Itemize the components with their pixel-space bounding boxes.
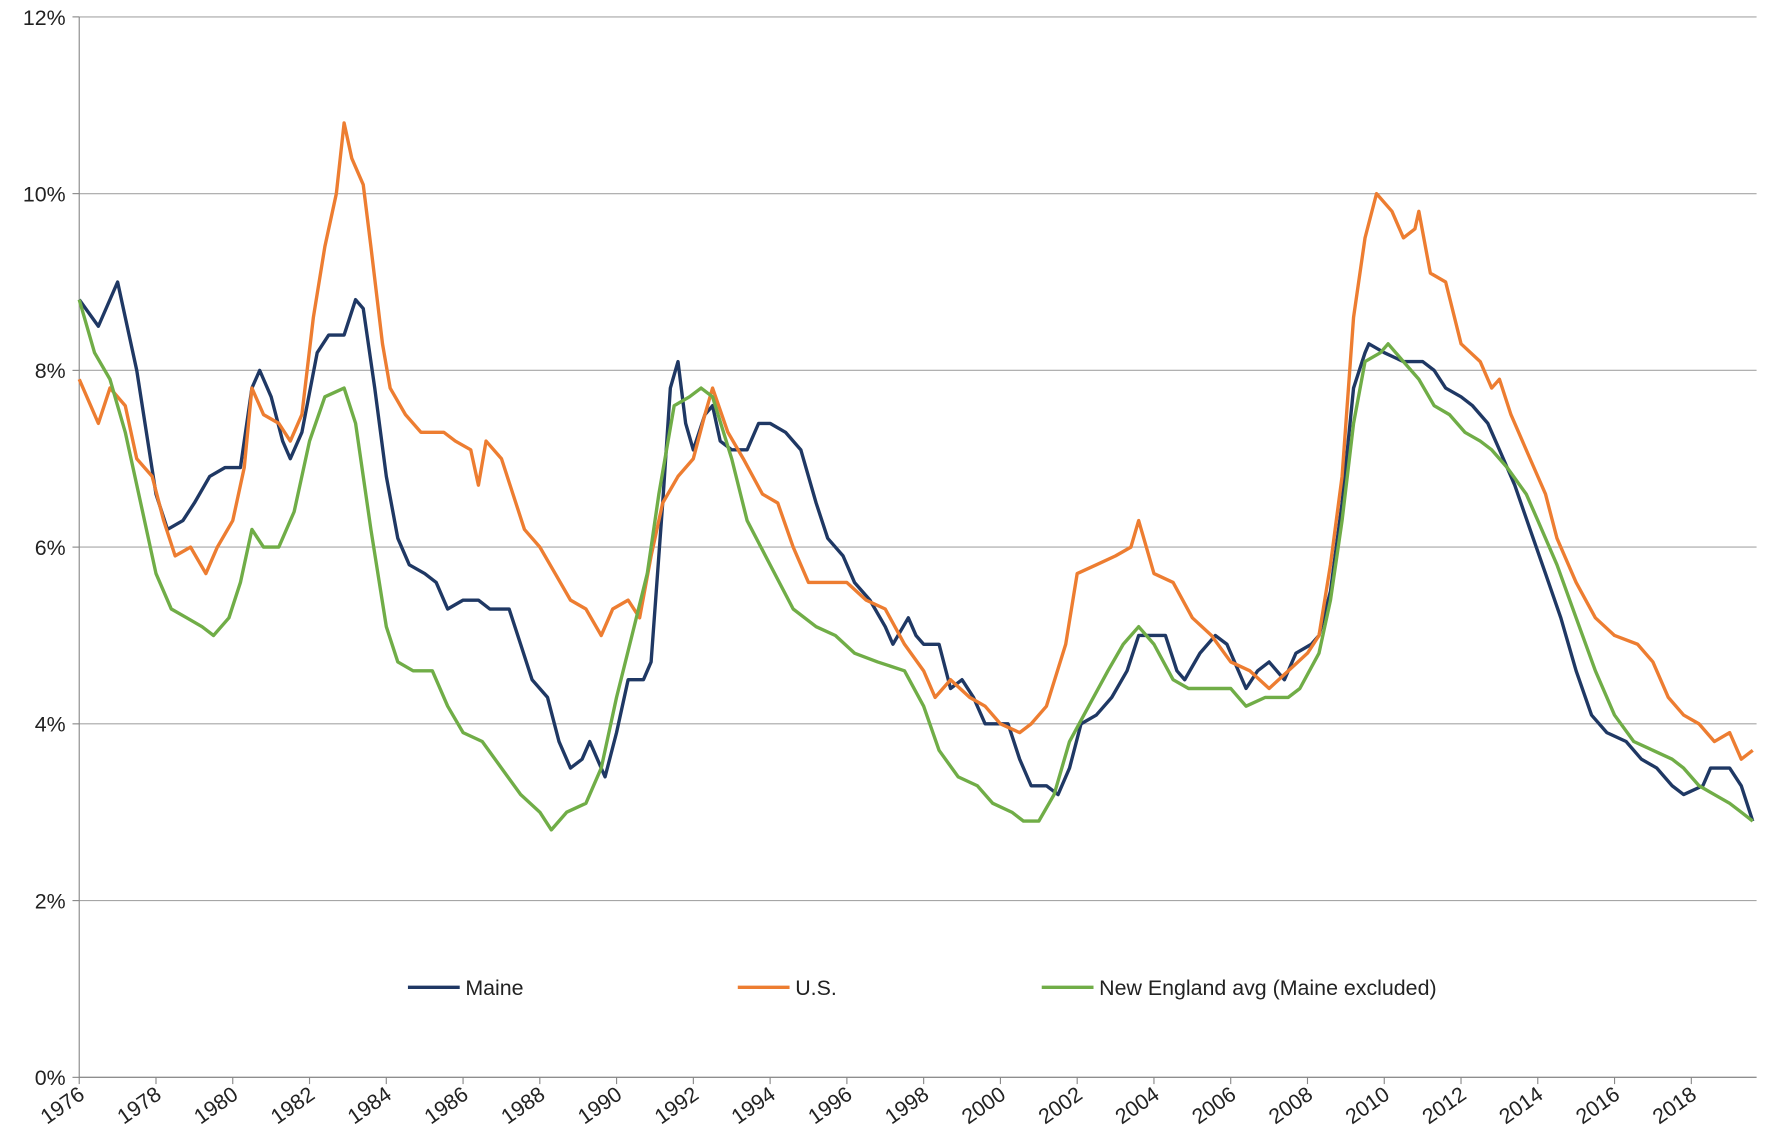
x-tick-label: 1984: [343, 1082, 396, 1129]
x-tick-label: 2008: [1264, 1082, 1317, 1129]
x-tick-label: 2014: [1495, 1082, 1548, 1129]
x-tick-label: 1996: [804, 1082, 857, 1129]
x-tick-label: 1978: [113, 1082, 166, 1129]
x-tick-label: 1994: [727, 1082, 780, 1129]
x-tick-label: 2004: [1111, 1082, 1164, 1129]
x-tick-label: 1990: [573, 1082, 626, 1129]
y-tick-label: 12%: [23, 6, 66, 30]
y-tick-label: 8%: [35, 359, 66, 383]
legend-label: Maine: [465, 976, 523, 1000]
y-tick-label: 4%: [35, 713, 66, 737]
x-tick-label: 2000: [957, 1082, 1010, 1129]
x-tick-label: 1980: [190, 1082, 243, 1129]
x-tick-label: 1986: [420, 1082, 473, 1129]
y-tick-label: 2%: [35, 889, 66, 913]
x-tick-label: 2012: [1418, 1082, 1471, 1129]
y-tick-label: 6%: [35, 536, 66, 560]
x-tick-label: 2010: [1341, 1082, 1394, 1129]
series-line: [77, 121, 1754, 761]
x-tick-label: 1992: [650, 1082, 703, 1129]
x-tick-label: 2006: [1188, 1082, 1241, 1129]
x-tick-label: 2002: [1034, 1082, 1087, 1129]
x-tick-label: 1982: [266, 1082, 319, 1129]
x-tick-label: 2018: [1648, 1082, 1701, 1129]
x-tick-label: 2016: [1571, 1082, 1624, 1129]
legend-label: New England avg (Maine excluded): [1099, 976, 1436, 1000]
series-line: [77, 299, 1754, 832]
y-tick-label: 10%: [23, 183, 66, 207]
y-tick-label: 0%: [35, 1066, 66, 1090]
x-tick-label: 1998: [881, 1082, 934, 1129]
legend-label: U.S.: [795, 976, 837, 1000]
series-line: [77, 280, 1755, 822]
x-tick-label: 1988: [497, 1082, 550, 1129]
